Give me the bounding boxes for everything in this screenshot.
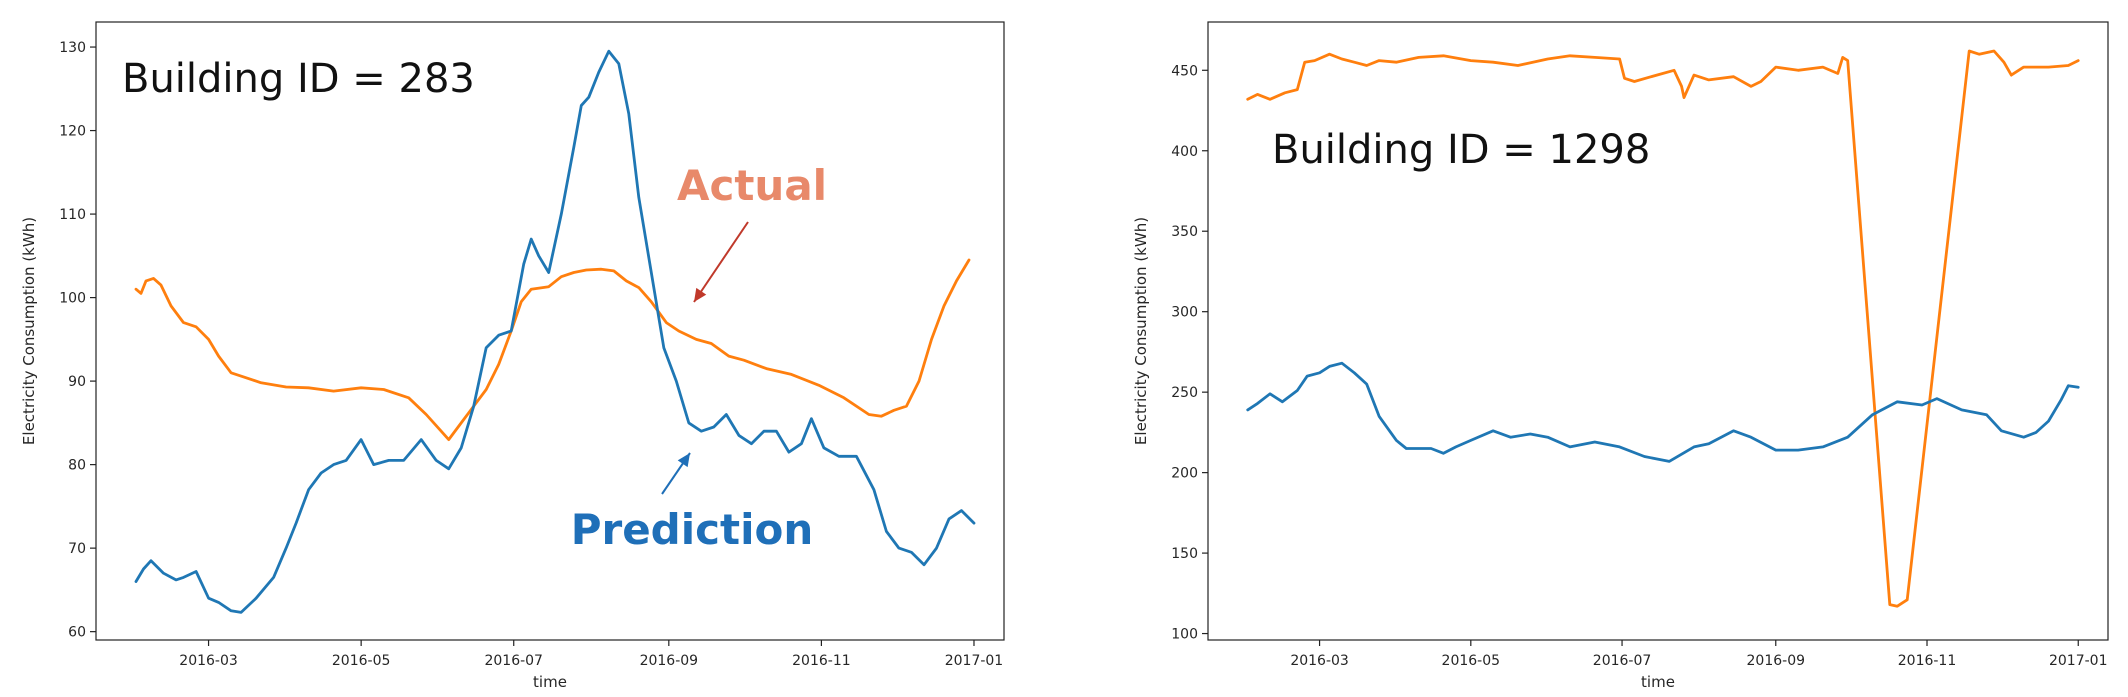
x-tick-label: 2016-03: [179, 653, 238, 669]
x-tick-label: 2017-01: [2049, 653, 2108, 669]
x-tick-label: 2017-01: [945, 653, 1004, 669]
x-tick-label: 2016-09: [640, 653, 699, 669]
y-tick-label: 100: [59, 291, 86, 307]
actual-arrow-head: [694, 287, 707, 302]
building-id-annotation: Building ID = 1298: [1272, 127, 1650, 173]
prediction-arrow-head: [677, 453, 690, 468]
y-tick-label: 80: [68, 458, 86, 474]
x-tick-label: 2016-07: [484, 653, 543, 669]
right-chart-panel: 2016-03 2016-05 2016-07 2016-09 2016-11 2017-…: [1132, 21, 2109, 691]
actual-line: [134, 258, 971, 442]
y-tick-label: 100: [1171, 627, 1198, 643]
y-tick-label: 300: [1171, 305, 1198, 321]
y-tick-label: 60: [68, 625, 86, 641]
left-chart-panel: 2016-03 2016-05 2016-07 2016-09 2016-11 2017-…: [20, 21, 1005, 691]
plot-frame: [95, 21, 1005, 641]
x-axis-label: time: [533, 673, 567, 691]
x-tick-label: 2016-05: [332, 653, 391, 669]
y-axis-label: Electricity Consumption (kWh): [1132, 217, 1150, 445]
building-id-annotation: Building ID = 283: [122, 56, 475, 102]
x-tick-label: 2016-11: [1898, 653, 1957, 669]
series-1-line: [1246, 361, 2080, 463]
y-tick-label: 350: [1171, 224, 1198, 240]
y-tick-label: 450: [1171, 63, 1198, 79]
x-tick-label: 2016-03: [1290, 653, 1349, 669]
x-tick-label: 2016-11: [792, 653, 851, 669]
y-tick-label: 150: [1171, 546, 1198, 562]
x-tick-label: 2016-09: [1747, 653, 1806, 669]
actual-annotation: Actual: [677, 161, 827, 210]
actual-arrow: [693, 221, 749, 303]
x-tick-label: 2016-05: [1442, 653, 1501, 669]
y-tick-label: 250: [1171, 385, 1198, 401]
plot-frame: [1207, 21, 2109, 641]
prediction-annotation: Prediction: [571, 505, 814, 554]
y-tick-label: 400: [1171, 144, 1198, 160]
y-tick-label: 200: [1171, 466, 1198, 482]
y-tick-label: 110: [59, 207, 86, 223]
y-tick-label: 70: [68, 541, 86, 557]
x-tick-label: 2016-07: [1593, 653, 1652, 669]
y-tick-label: 90: [68, 374, 86, 390]
y-tick-label: 120: [59, 124, 86, 140]
series-0-line: [1246, 49, 2080, 608]
y-axis-label: Electricity Consumption (kWh): [20, 217, 38, 445]
prediction-line: [134, 49, 976, 614]
y-tick-label: 130: [59, 40, 86, 56]
x-axis-label: time: [1641, 673, 1675, 691]
